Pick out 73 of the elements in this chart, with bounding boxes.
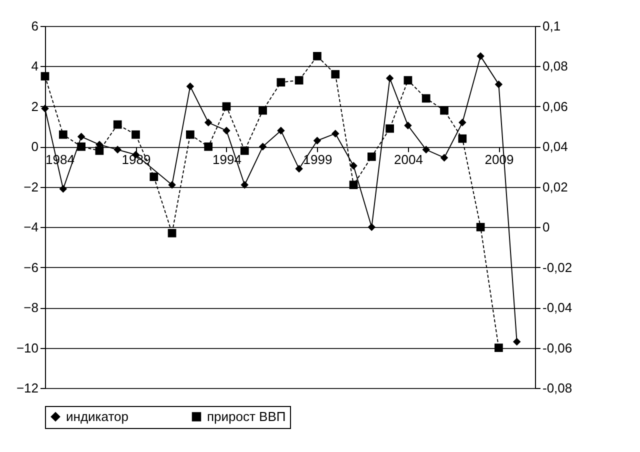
point xyxy=(204,142,213,151)
point xyxy=(222,102,231,111)
point xyxy=(440,154,448,162)
y2-tick-label: 0,1 xyxy=(542,18,561,34)
y2-tick-label: 0 xyxy=(542,220,550,235)
x-tick-label: 1999 xyxy=(303,152,332,168)
point xyxy=(186,130,194,139)
point xyxy=(204,118,212,126)
y2-tick-label: 0,08 xyxy=(542,58,568,74)
point xyxy=(331,70,340,78)
y-tick-label: −6 xyxy=(24,260,38,275)
point xyxy=(494,344,503,352)
point xyxy=(404,122,412,130)
point xyxy=(368,223,376,231)
y2-tick-label: -0,08 xyxy=(542,380,572,396)
point xyxy=(77,132,86,140)
y2-tick-label: 0,04 xyxy=(542,139,568,154)
point xyxy=(114,146,122,154)
y2-tick-label: -0,06 xyxy=(542,340,572,356)
point xyxy=(276,78,286,86)
point xyxy=(295,164,303,173)
point xyxy=(58,130,68,139)
point xyxy=(458,134,467,143)
point xyxy=(367,152,376,161)
y-tick-label: 2 xyxy=(31,98,38,114)
point xyxy=(168,181,176,189)
point xyxy=(512,338,521,346)
point xyxy=(132,130,140,139)
y-tick-label: 6 xyxy=(31,18,38,34)
point xyxy=(258,142,267,151)
y-tick-label: −8 xyxy=(24,300,38,316)
point xyxy=(277,126,285,134)
point xyxy=(422,94,430,103)
point xyxy=(350,162,358,170)
point xyxy=(476,52,484,60)
point xyxy=(349,180,358,190)
y2-tick-label: -0,02 xyxy=(542,260,572,275)
point xyxy=(113,120,122,129)
point xyxy=(331,130,340,138)
point xyxy=(458,118,466,126)
point xyxy=(386,124,394,133)
y-tick-label: 0 xyxy=(31,139,38,154)
point xyxy=(240,146,249,155)
point xyxy=(494,80,503,88)
point xyxy=(440,106,448,115)
point xyxy=(40,72,50,80)
point xyxy=(258,106,267,115)
point xyxy=(422,146,430,154)
point xyxy=(476,222,485,232)
point xyxy=(186,82,194,90)
legend-label: индикатор xyxy=(66,408,128,424)
point xyxy=(240,181,249,189)
point xyxy=(386,74,394,82)
point xyxy=(168,228,176,238)
x-tick-label: 2004 xyxy=(394,152,423,168)
point xyxy=(95,146,104,155)
point xyxy=(222,126,230,134)
y2-tick-label: 0,06 xyxy=(542,98,568,114)
y-tick-label: −2 xyxy=(24,179,38,194)
point xyxy=(294,76,304,84)
point xyxy=(59,185,68,193)
legend-label: прирост ВВП xyxy=(207,408,286,424)
point xyxy=(150,172,158,182)
y2-tick-label: 0,02 xyxy=(542,179,568,194)
y-tick-label: −12 xyxy=(16,380,38,396)
y-tick-label: −10 xyxy=(16,340,38,356)
point xyxy=(404,76,412,84)
point xyxy=(313,52,322,60)
point xyxy=(313,136,322,145)
y-tick-label: 4 xyxy=(31,58,38,74)
y-tick-label: −4 xyxy=(24,220,38,235)
point xyxy=(77,142,86,151)
y2-tick-label: -0,04 xyxy=(542,300,572,316)
